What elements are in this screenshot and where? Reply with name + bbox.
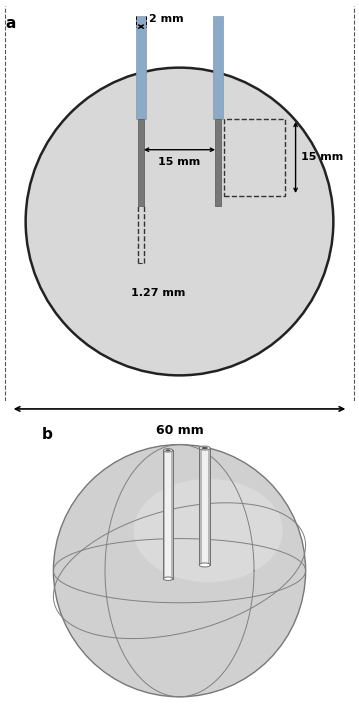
Bar — [215, 119, 221, 206]
Ellipse shape — [163, 449, 173, 452]
Ellipse shape — [165, 449, 171, 451]
Bar — [213, 17, 223, 119]
Bar — [199, 448, 210, 565]
Bar — [224, 119, 285, 196]
Circle shape — [25, 68, 334, 375]
Text: 15 mm: 15 mm — [158, 158, 201, 167]
Bar — [163, 450, 173, 579]
Ellipse shape — [199, 563, 210, 567]
Ellipse shape — [201, 447, 208, 449]
Text: 1.27 mm: 1.27 mm — [131, 288, 185, 298]
Text: 15 mm: 15 mm — [301, 153, 343, 162]
Ellipse shape — [134, 479, 283, 582]
Text: a: a — [5, 17, 15, 31]
Bar — [136, 17, 146, 119]
Ellipse shape — [163, 577, 173, 580]
Text: b: b — [42, 427, 53, 443]
Text: 2 mm: 2 mm — [149, 14, 183, 24]
Bar — [165, 450, 171, 577]
Ellipse shape — [53, 445, 306, 696]
Text: 60 mm: 60 mm — [155, 425, 204, 437]
Ellipse shape — [199, 446, 210, 450]
Bar — [138, 119, 144, 206]
Bar — [201, 448, 208, 564]
